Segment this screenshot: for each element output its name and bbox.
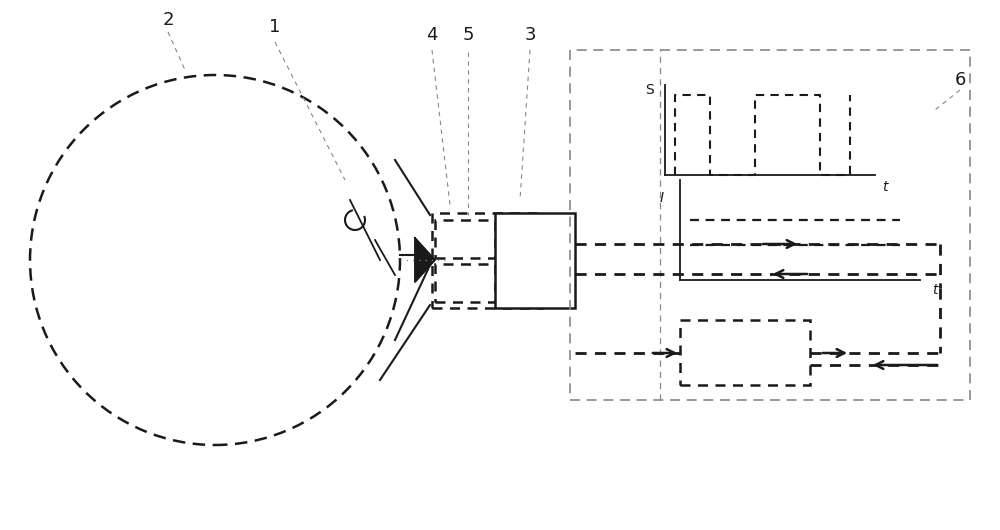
Bar [435, 220, 495, 258]
Text: 6: 6 [954, 71, 966, 89]
Text: t: t [932, 283, 938, 297]
Bar [495, 213, 575, 308]
Text: 1: 1 [269, 18, 281, 36]
Bar [570, 50, 970, 400]
Text: 2: 2 [162, 11, 174, 29]
Bar [435, 264, 495, 302]
Bar [680, 320, 810, 385]
Bar [432, 213, 542, 308]
Polygon shape [415, 238, 435, 282]
Text: S: S [646, 83, 654, 97]
Text: 3: 3 [524, 26, 536, 44]
Text: 4: 4 [426, 26, 438, 44]
Text: 5: 5 [462, 26, 474, 44]
Text: I: I [660, 191, 664, 205]
Text: t: t [882, 180, 888, 194]
